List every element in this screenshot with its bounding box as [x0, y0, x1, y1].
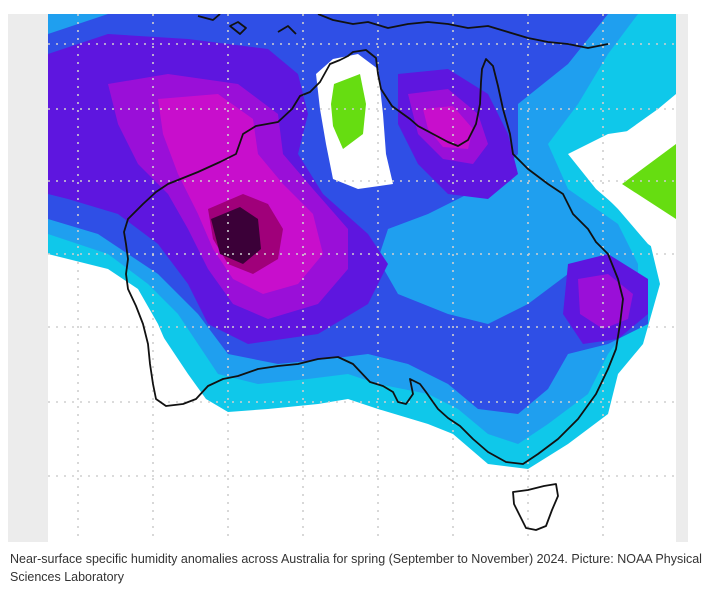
coastline	[123, 14, 624, 531]
mainland-coastline	[123, 49, 624, 465]
anomaly-green-cape-york	[331, 74, 366, 149]
band-magenta-north	[423, 106, 473, 149]
island-north-2	[197, 14, 221, 21]
lat-lon-grid	[48, 14, 676, 542]
island-north-1	[229, 21, 247, 35]
figure-caption: Near-surface specific humidity anomalies…	[10, 552, 702, 584]
band-magenta	[158, 94, 323, 294]
gap-west	[48, 254, 198, 414]
humidity-anomaly-map	[48, 14, 676, 542]
band-purple-east	[578, 274, 633, 329]
island-north-3	[277, 25, 297, 35]
band-core	[211, 207, 261, 264]
tasmania-coastline	[512, 483, 559, 531]
new-guinea-coastline	[317, 14, 609, 49]
